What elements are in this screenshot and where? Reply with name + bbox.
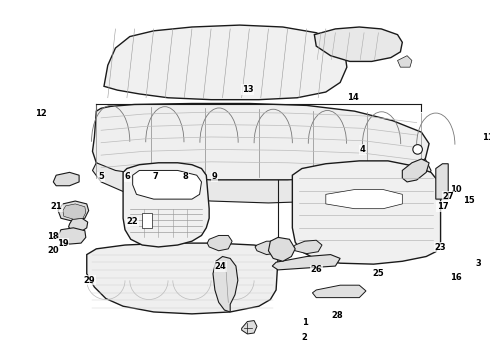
Text: 24: 24 [215,262,226,271]
Text: 15: 15 [464,196,475,205]
Polygon shape [87,243,278,314]
Text: 26: 26 [310,265,322,274]
Text: 9: 9 [212,172,218,181]
Text: 27: 27 [442,192,454,201]
Polygon shape [213,256,238,312]
Polygon shape [58,228,86,244]
Circle shape [413,145,422,154]
Polygon shape [123,163,209,247]
Text: 17: 17 [437,202,448,211]
Text: 28: 28 [331,311,343,320]
Text: 2: 2 [302,333,308,342]
Text: 8: 8 [182,172,188,181]
Text: 3: 3 [476,258,482,267]
Text: 4: 4 [359,145,365,154]
Text: 16: 16 [450,273,462,282]
Polygon shape [104,25,347,100]
Text: 11: 11 [483,134,490,143]
Text: 6: 6 [125,172,131,181]
Text: 10: 10 [450,185,462,194]
Polygon shape [255,241,283,255]
Polygon shape [93,159,431,203]
Text: 12: 12 [35,109,47,118]
Polygon shape [436,164,448,199]
Polygon shape [269,237,295,261]
Polygon shape [313,285,366,298]
Text: 7: 7 [153,172,158,181]
Polygon shape [242,320,257,334]
Polygon shape [58,201,89,221]
Text: 13: 13 [242,85,253,94]
Text: 21: 21 [50,202,62,211]
Polygon shape [315,27,402,62]
Polygon shape [326,190,402,209]
Polygon shape [293,240,322,254]
Text: 25: 25 [372,269,384,278]
Text: 5: 5 [98,172,104,181]
Polygon shape [93,104,429,180]
Text: 23: 23 [435,243,446,252]
Text: 1: 1 [302,318,308,327]
Polygon shape [142,213,152,228]
Text: 19: 19 [57,239,69,248]
Polygon shape [272,255,340,270]
Polygon shape [63,204,86,219]
Polygon shape [402,159,429,182]
Polygon shape [133,170,201,199]
Polygon shape [293,161,441,264]
Text: 20: 20 [48,246,59,255]
Text: 29: 29 [84,276,96,285]
Polygon shape [53,172,79,186]
Text: 18: 18 [48,232,59,241]
Text: 22: 22 [127,217,139,226]
Text: 14: 14 [347,93,359,102]
Polygon shape [207,235,232,251]
Polygon shape [69,218,88,231]
Polygon shape [397,56,412,67]
